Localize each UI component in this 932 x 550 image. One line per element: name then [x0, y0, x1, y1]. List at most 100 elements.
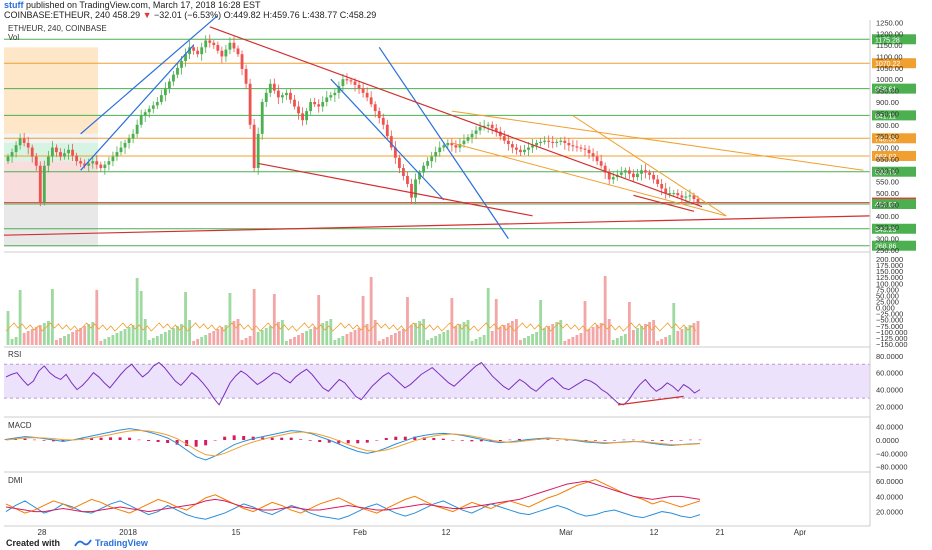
- candle-body: [325, 97, 329, 102]
- price-axis-tick: 250.00: [876, 246, 899, 255]
- candle-body: [519, 149, 522, 153]
- candle-body: [139, 115, 143, 125]
- candle-body: [26, 142, 30, 148]
- level-tag-268.86: [872, 240, 916, 251]
- volume-bar: [595, 325, 599, 345]
- volume-bar: [510, 321, 514, 345]
- tradingview-logo[interactable]: TradingView: [74, 536, 148, 550]
- volume-bar: [632, 330, 635, 345]
- candle-body: [478, 127, 482, 131]
- volume-bar: [192, 341, 196, 345]
- chart-canvas[interactable]: 1175.28 1070.22 958.61 841.11 740.55 663.02 59…: [0, 0, 932, 536]
- level-tag-593.76: [872, 166, 916, 177]
- price-axis-tick: 850.00: [876, 109, 899, 118]
- rsi-band: [4, 364, 870, 399]
- candle-body: [305, 111, 309, 121]
- volume-bar: [196, 339, 200, 345]
- volume-bar: [652, 320, 656, 345]
- candle-body: [393, 147, 397, 158]
- volume-bar: [389, 335, 393, 345]
- zone-orange: [4, 47, 98, 134]
- volume-bar: [466, 320, 470, 345]
- level-tag-1070.22: [872, 58, 916, 69]
- volume-bar: [414, 323, 417, 345]
- macd-histogram-bar: [565, 440, 569, 441]
- author-link[interactable]: stuff: [4, 0, 24, 10]
- macd-histogram-bar: [603, 440, 607, 441]
- candle-body: [640, 170, 643, 174]
- chart-header: stuff published on TradingView.com, Marc…: [0, 0, 932, 22]
- volume-bar: [163, 332, 167, 345]
- volume-bar: [115, 333, 119, 345]
- candle-body: [389, 136, 393, 148]
- candle-body: [103, 164, 107, 169]
- volume-bar: [591, 327, 595, 345]
- volume-bar: [442, 332, 446, 345]
- candle-body: [547, 140, 551, 142]
- volume-bar: [373, 320, 377, 345]
- volume-bar: [462, 322, 466, 345]
- candle-body: [333, 92, 337, 96]
- ohlc-values: O:449.82 H:459.76 L:438.77 C:458.29: [223, 10, 377, 20]
- candle-body: [147, 108, 151, 113]
- rsi-axis-tick: 80.0000: [876, 352, 903, 361]
- volume-bar: [30, 329, 34, 345]
- x-axis-tick: 12: [442, 528, 451, 536]
- price-arrow: [633, 194, 695, 212]
- volume-bar: [519, 340, 522, 345]
- candle-body: [381, 117, 385, 125]
- price-pane-title: ETH/EUR, 240, COINBASE: [8, 24, 107, 33]
- volume-axis-tick: −150.000: [876, 340, 908, 349]
- macd-histogram-bar: [242, 436, 246, 440]
- macd-histogram-bar: [52, 440, 56, 442]
- candle-body: [623, 170, 627, 173]
- candle-body: [611, 177, 615, 180]
- macd-axis-tick: −80.0000: [876, 463, 908, 472]
- volume-bar: [365, 324, 369, 345]
- macd-histogram-bar: [156, 440, 160, 442]
- rsi-line: [5, 361, 701, 406]
- volume-axis-tick: 25.000: [876, 298, 899, 307]
- candle-body: [159, 95, 163, 102]
- candle-body: [486, 124, 490, 126]
- volume-bar: [87, 324, 91, 345]
- volume-bar: [240, 340, 244, 345]
- volume-bar: [99, 341, 103, 345]
- x-axis-tick: 15: [232, 528, 241, 536]
- macd-histogram-bar: [546, 439, 550, 440]
- candle-body: [438, 147, 442, 153]
- dmi-axis-tick: 40.0000: [876, 492, 903, 501]
- volume-bar: [486, 288, 490, 345]
- volume-bar: [567, 339, 571, 345]
- candle-body: [571, 145, 575, 147]
- candle-body: [200, 47, 204, 55]
- volume-bar: [664, 337, 668, 345]
- candle-body: [163, 88, 167, 96]
- volume-bar: [309, 329, 313, 345]
- candle-body: [208, 40, 212, 43]
- volume-bar: [224, 325, 228, 345]
- candle-body: [99, 164, 103, 169]
- candle-body: [119, 147, 123, 153]
- candle-body: [317, 104, 321, 107]
- macd-histogram-bar: [422, 437, 426, 440]
- candle-body: [107, 161, 111, 165]
- candle-body: [636, 173, 639, 178]
- volume-bar: [571, 337, 575, 345]
- volume-bar: [381, 339, 385, 345]
- candle-body: [619, 172, 623, 175]
- macd-axis-tick: 40.0000: [876, 423, 903, 432]
- candle-body: [688, 195, 692, 197]
- macd-histogram-bar: [308, 440, 312, 441]
- volume-bar: [636, 328, 639, 345]
- level-tag-text-1175.28: 1175.28: [875, 37, 900, 44]
- symbol-info: COINBASE:ETHEUR, 240: [4, 10, 111, 20]
- candle-body: [494, 128, 498, 132]
- candle-body: [551, 141, 555, 143]
- candle-body: [18, 138, 22, 146]
- dmi-axis-tick: 20.0000: [876, 508, 903, 517]
- candle-body: [71, 149, 74, 156]
- volume-bar: [34, 327, 38, 345]
- volume-bar: [42, 323, 46, 345]
- volume-bar: [297, 335, 300, 345]
